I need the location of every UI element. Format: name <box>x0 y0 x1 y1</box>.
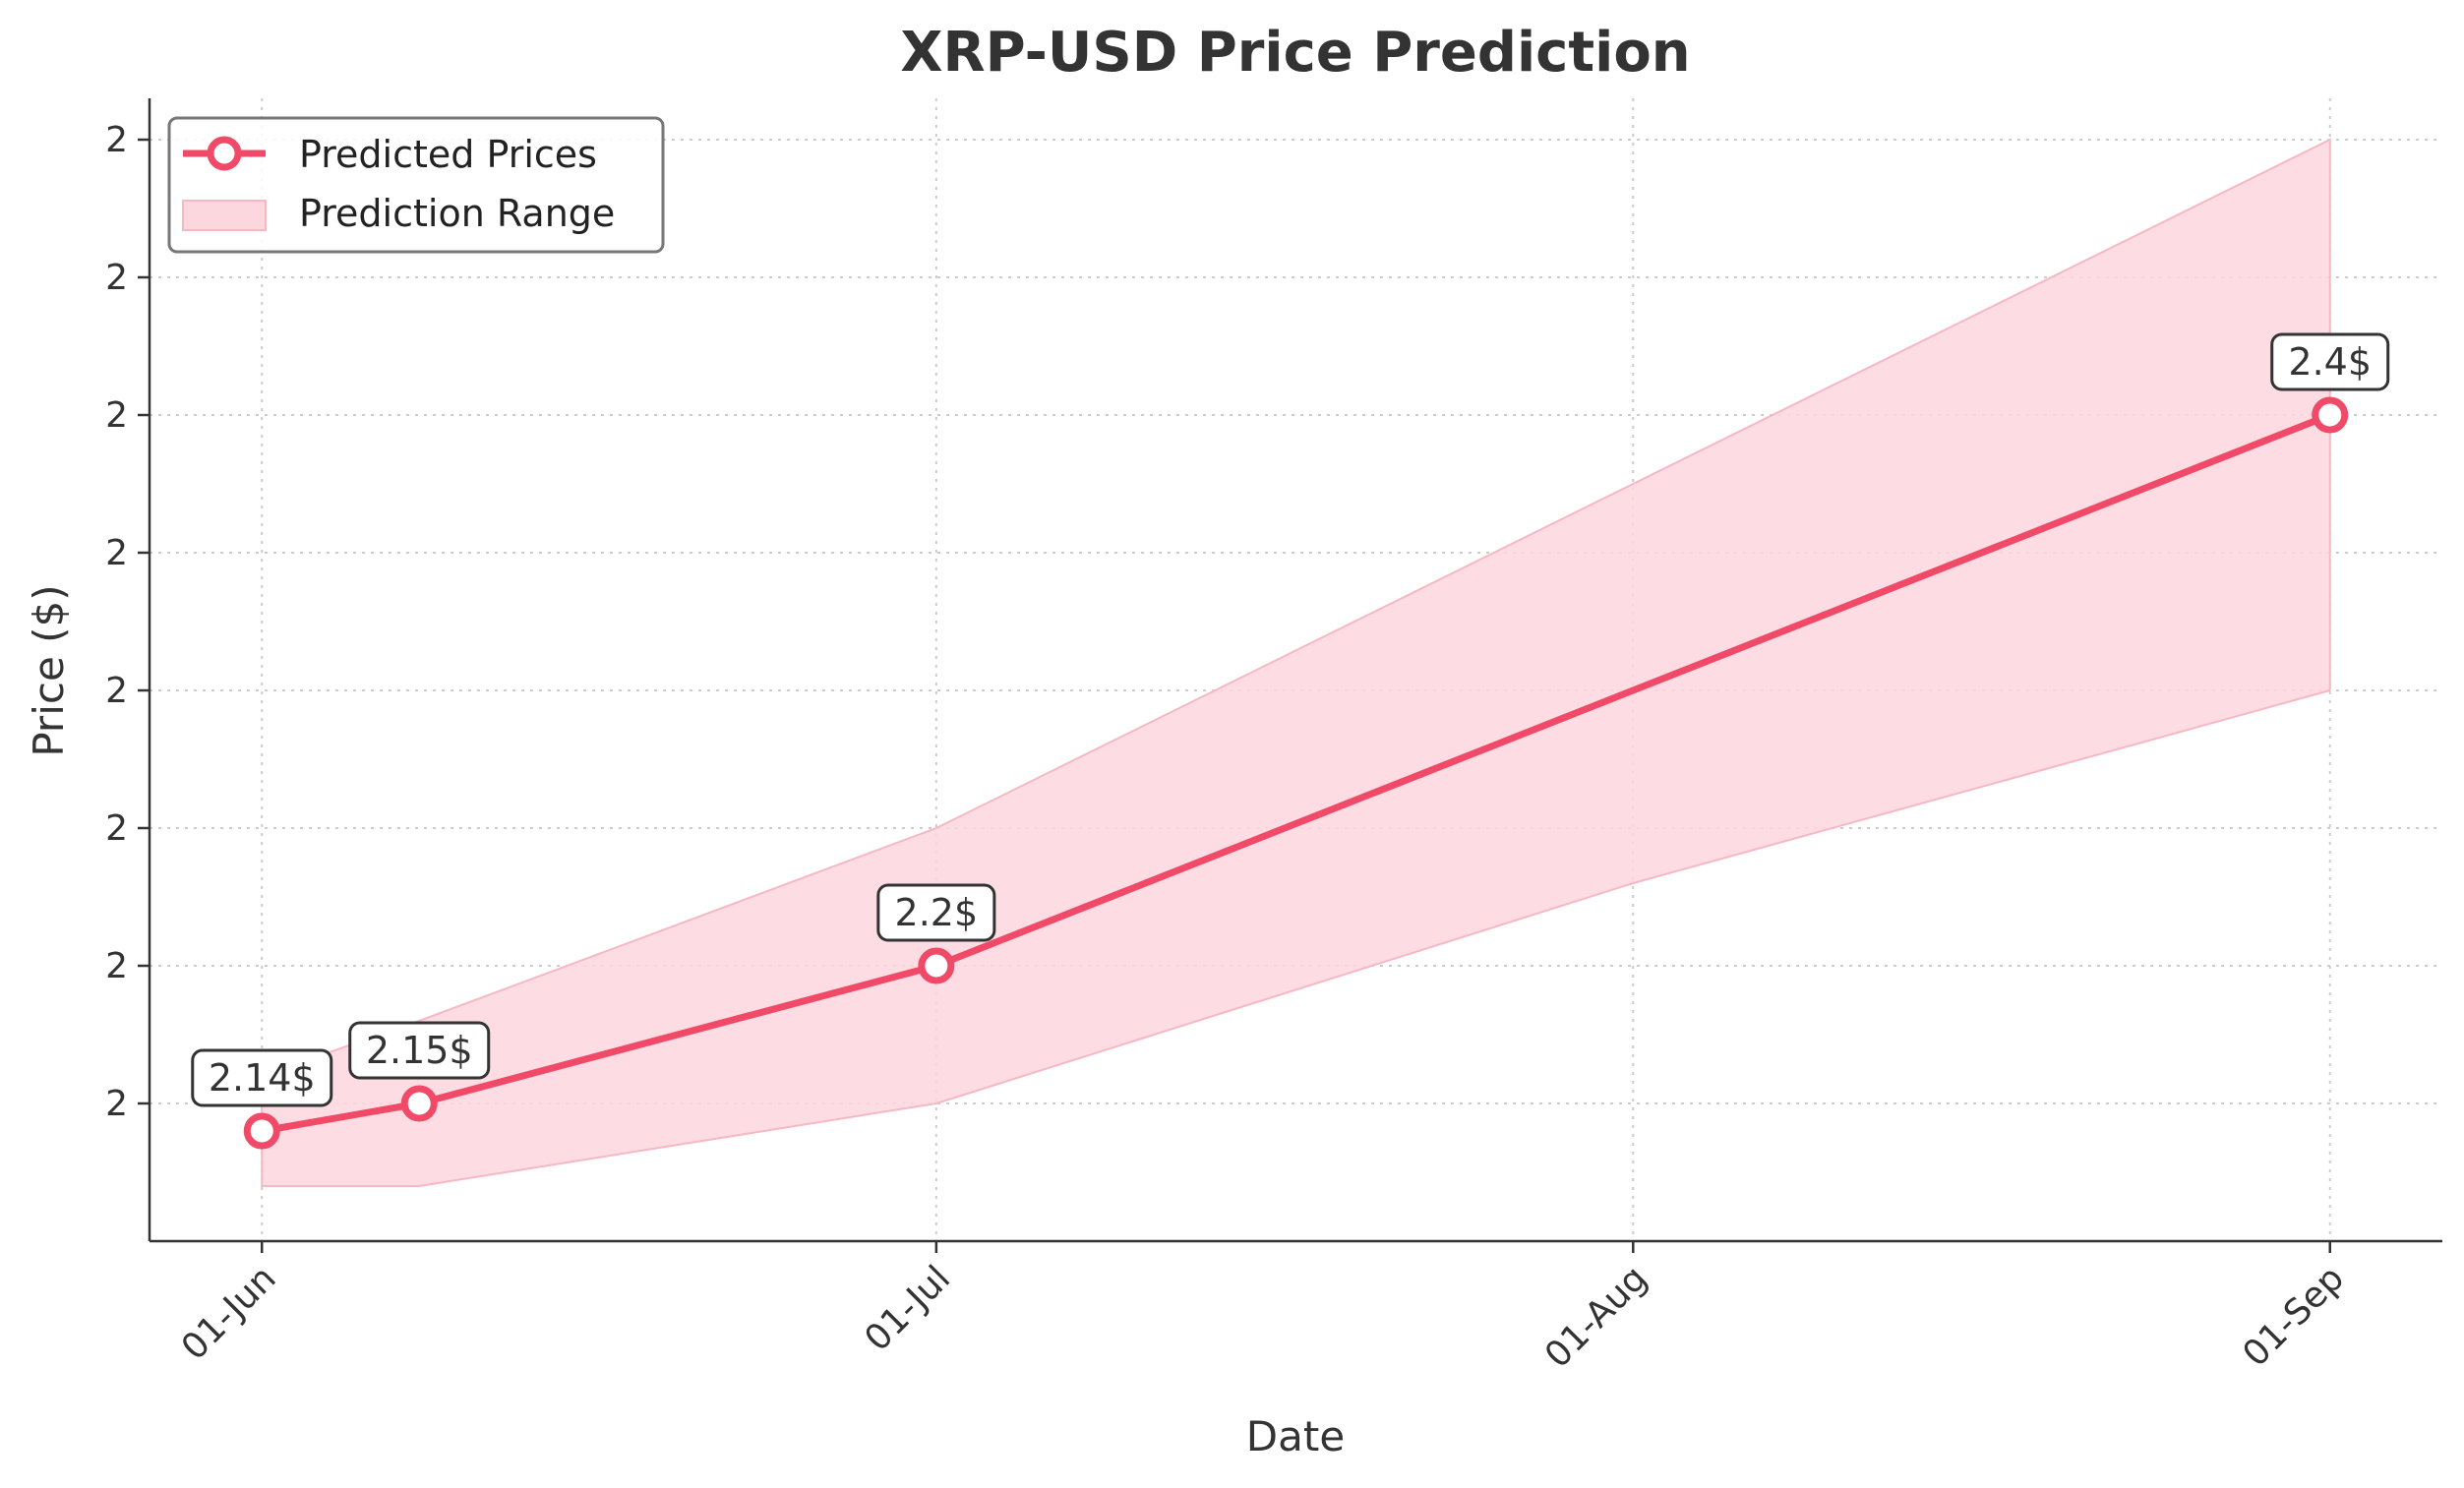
data-label-1: 2.15$ <box>366 1029 473 1072</box>
data-point-1 <box>400 1085 438 1122</box>
y-tick-label-0: 2 <box>105 1084 128 1124</box>
chart-title: XRP-USD Price Prediction <box>900 21 1690 85</box>
legend-label-prediction-range: Prediction Range <box>299 192 615 235</box>
prediction-range-band <box>261 138 2331 1187</box>
x-tick-label-0: 01-Jun <box>174 1258 284 1368</box>
y-tick-label-7: 2 <box>105 120 128 160</box>
data-label-box-3 <box>2270 332 2390 391</box>
data-label-box-2 <box>876 883 996 942</box>
y-tick-label-6: 2 <box>105 258 128 298</box>
data-label-box-0 <box>191 1048 333 1107</box>
legend-label-predicted-prices: Predicted Prices <box>299 133 597 176</box>
data-point-0 <box>243 1112 280 1150</box>
predicted-price-points <box>243 396 2349 1150</box>
legend-marker-swatch <box>207 136 242 171</box>
y-tick-label-5: 2 <box>105 395 128 436</box>
prediction-range-band-layer <box>261 138 2331 1187</box>
data-label-0: 2.14$ <box>209 1056 316 1100</box>
data-labels: 2.14$ 2.15$ 2.2$ 2.4$ <box>191 332 2390 1107</box>
y-tick-label-3: 2 <box>105 671 128 711</box>
x-tick-label-2: 01-Aug <box>1537 1258 1655 1376</box>
data-label-3: 2.4$ <box>2288 340 2372 384</box>
data-point-3 <box>2312 396 2349 434</box>
data-label-box-1 <box>348 1021 491 1080</box>
y-tick-label-2: 2 <box>105 808 128 849</box>
y-tick-label-1: 2 <box>105 946 128 986</box>
predicted-price-line <box>261 411 2332 1135</box>
legend-frame <box>167 116 665 254</box>
x-tick-label-1: 01-Jul <box>858 1258 959 1359</box>
legend-band-swatch <box>182 200 267 231</box>
x-axis-title: Date <box>1246 1412 1345 1460</box>
x-tick-label-3: 01-Sep <box>2236 1258 2353 1375</box>
data-label-2: 2.2$ <box>895 891 979 934</box>
y-tick-label-4: 2 <box>105 533 128 573</box>
y-axis-title: Price ($) <box>25 584 73 756</box>
data-point-2 <box>918 947 955 984</box>
legend: Predicted Prices Prediction Range <box>167 116 665 254</box>
predicted-price-line-layer <box>261 411 2332 1135</box>
